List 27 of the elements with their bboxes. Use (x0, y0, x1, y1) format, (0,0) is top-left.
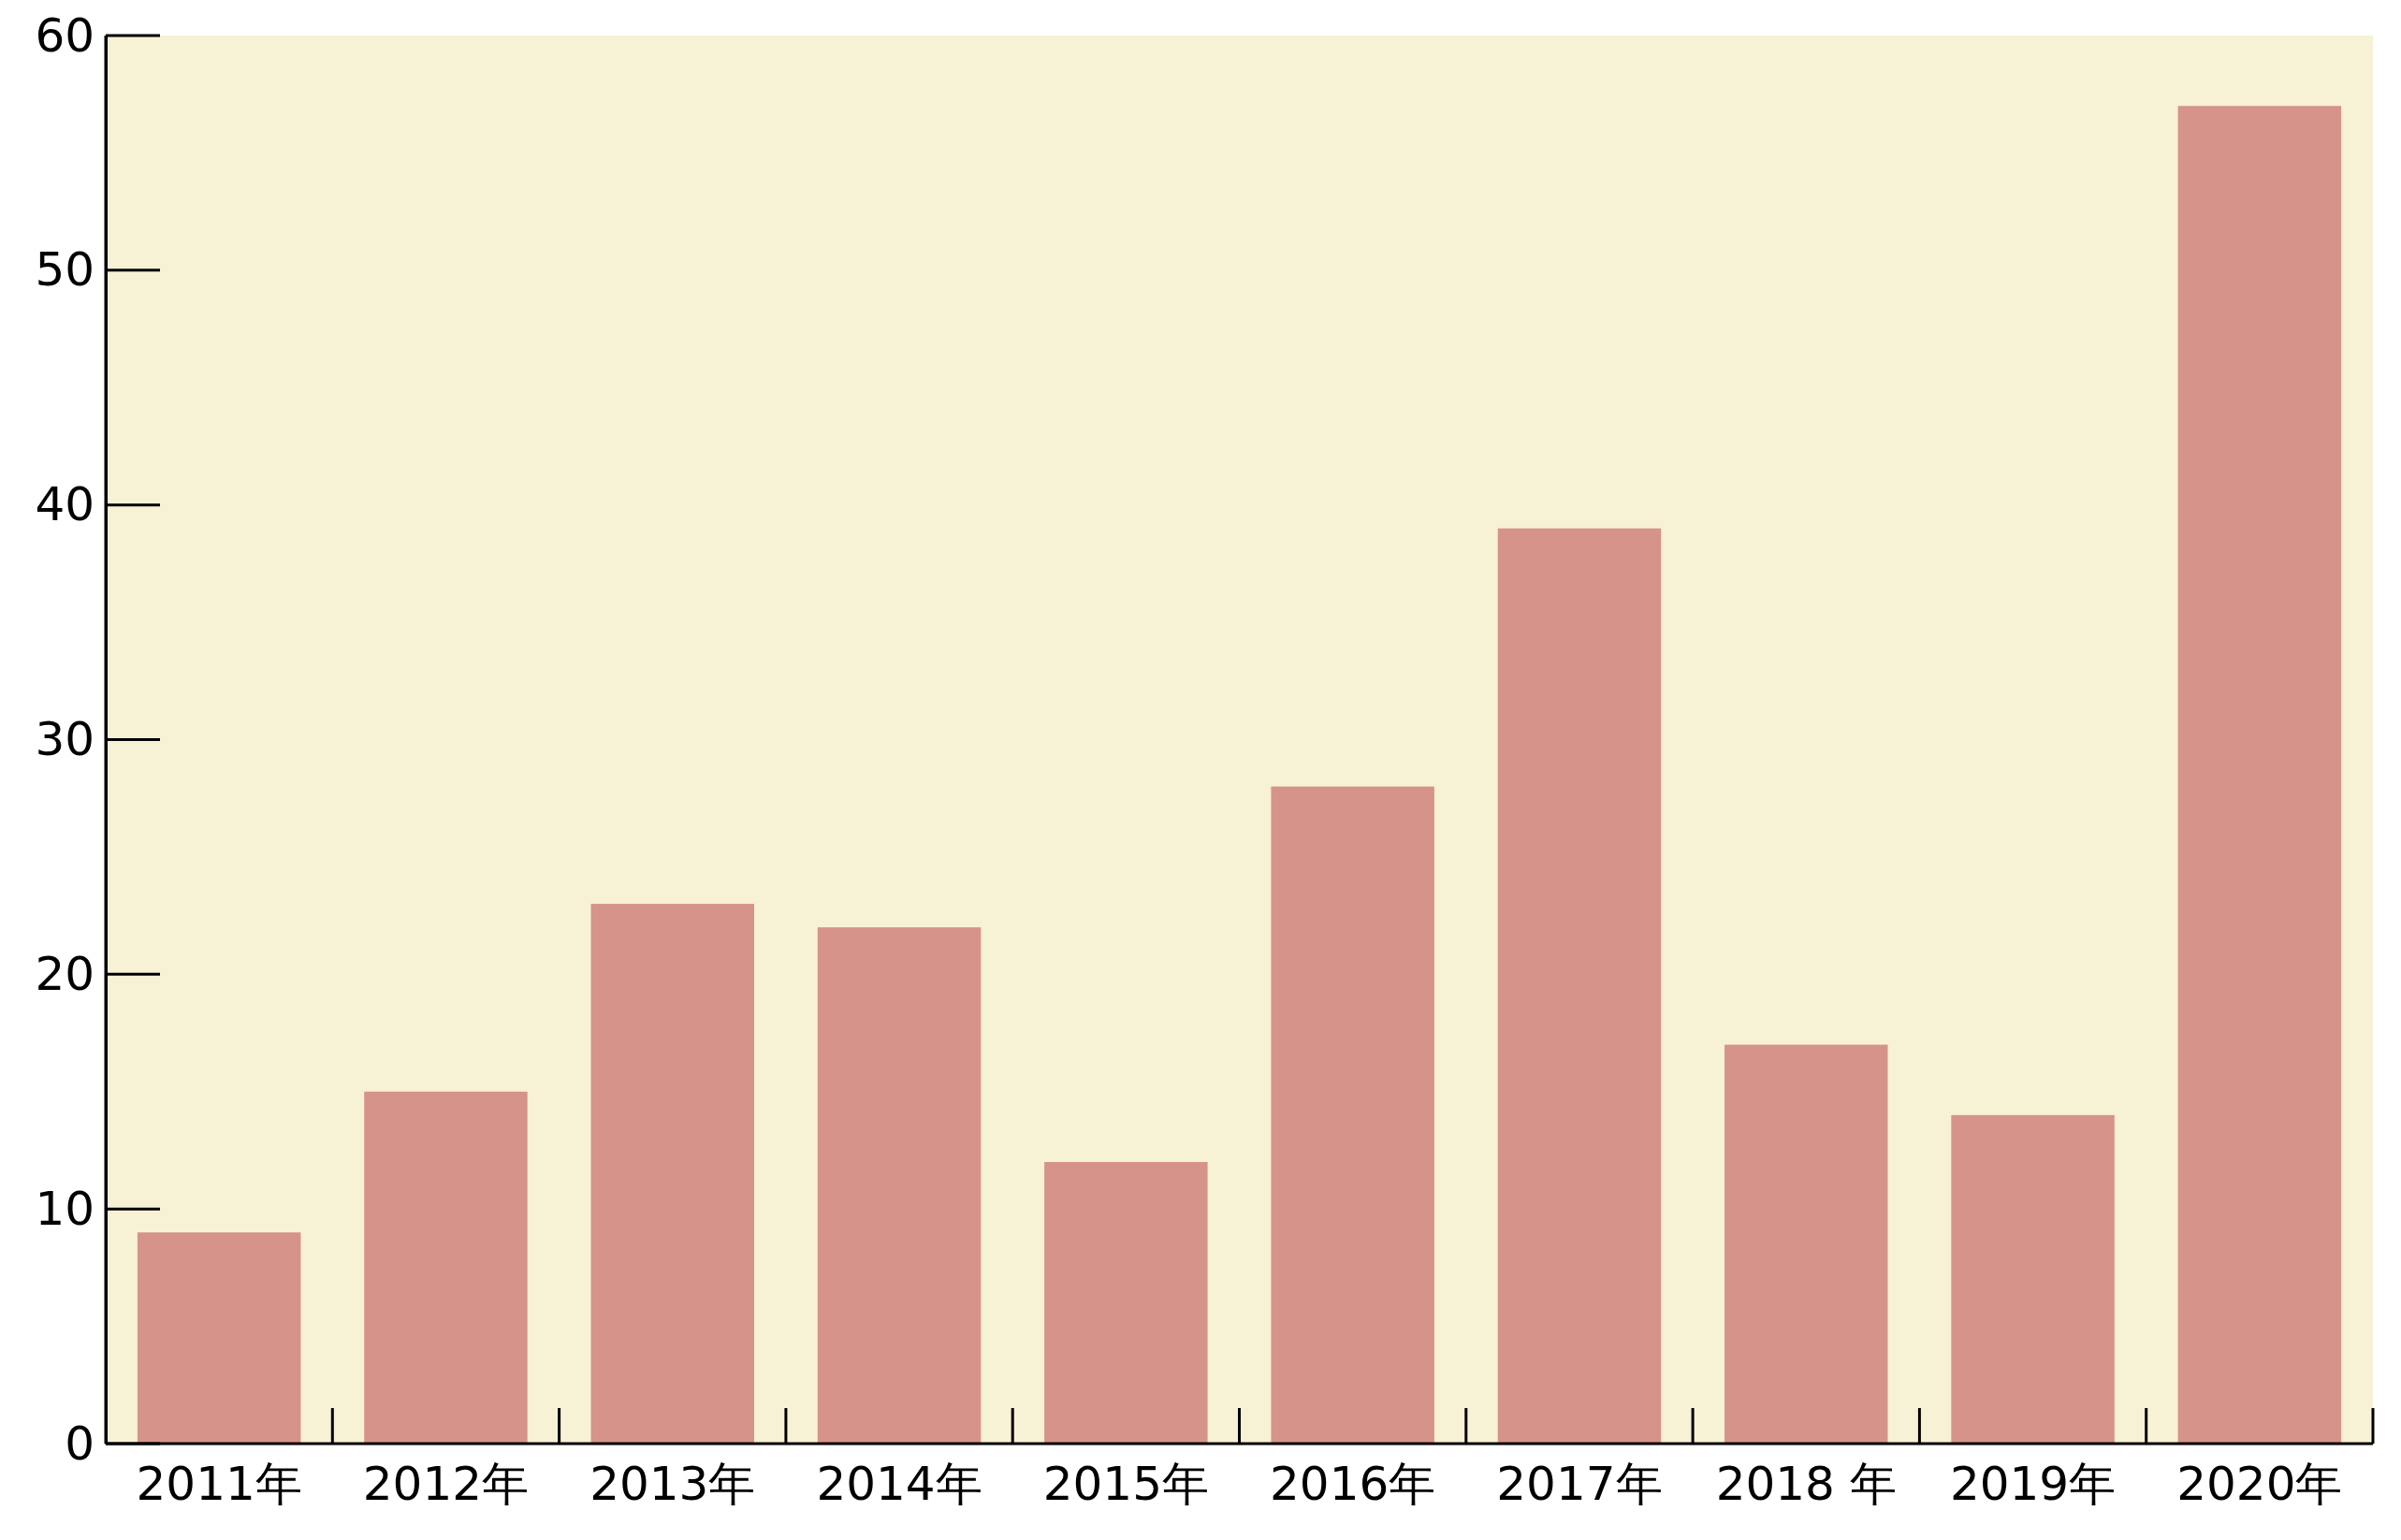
x-tick-label: 2018 年 (1715, 1457, 1897, 1511)
bar (1724, 1044, 1888, 1444)
x-tick-label: 2014年 (816, 1457, 982, 1511)
x-tick-label: 2019年 (1949, 1457, 2117, 1511)
bar (1271, 786, 1434, 1444)
bar (364, 1091, 528, 1444)
bar (137, 1232, 301, 1444)
y-tick-label: 0 (65, 1416, 95, 1471)
x-tick-label: 2016年 (1270, 1457, 1436, 1511)
bar (817, 927, 982, 1444)
bar (1951, 1114, 2115, 1444)
x-tick-label: 2013年 (589, 1457, 756, 1511)
y-tick-label: 40 (35, 477, 95, 532)
y-tick-label: 30 (35, 712, 95, 766)
bar (590, 904, 754, 1444)
x-tick-label: 2011年 (136, 1457, 302, 1511)
x-tick-label: 2017年 (1496, 1457, 1663, 1511)
bar (2177, 106, 2342, 1444)
y-tick-label: 60 (35, 7, 95, 63)
bar (1044, 1162, 1208, 1444)
x-tick-label: 2012年 (362, 1457, 530, 1511)
y-tick-label: 10 (35, 1181, 95, 1236)
bar (1497, 528, 1662, 1444)
x-tick-label: 2020年 (2176, 1457, 2343, 1511)
y-tick-label: 50 (35, 242, 95, 298)
y-tick-label: 20 (35, 946, 95, 1001)
x-tick-label: 2015年 (1042, 1457, 1209, 1511)
